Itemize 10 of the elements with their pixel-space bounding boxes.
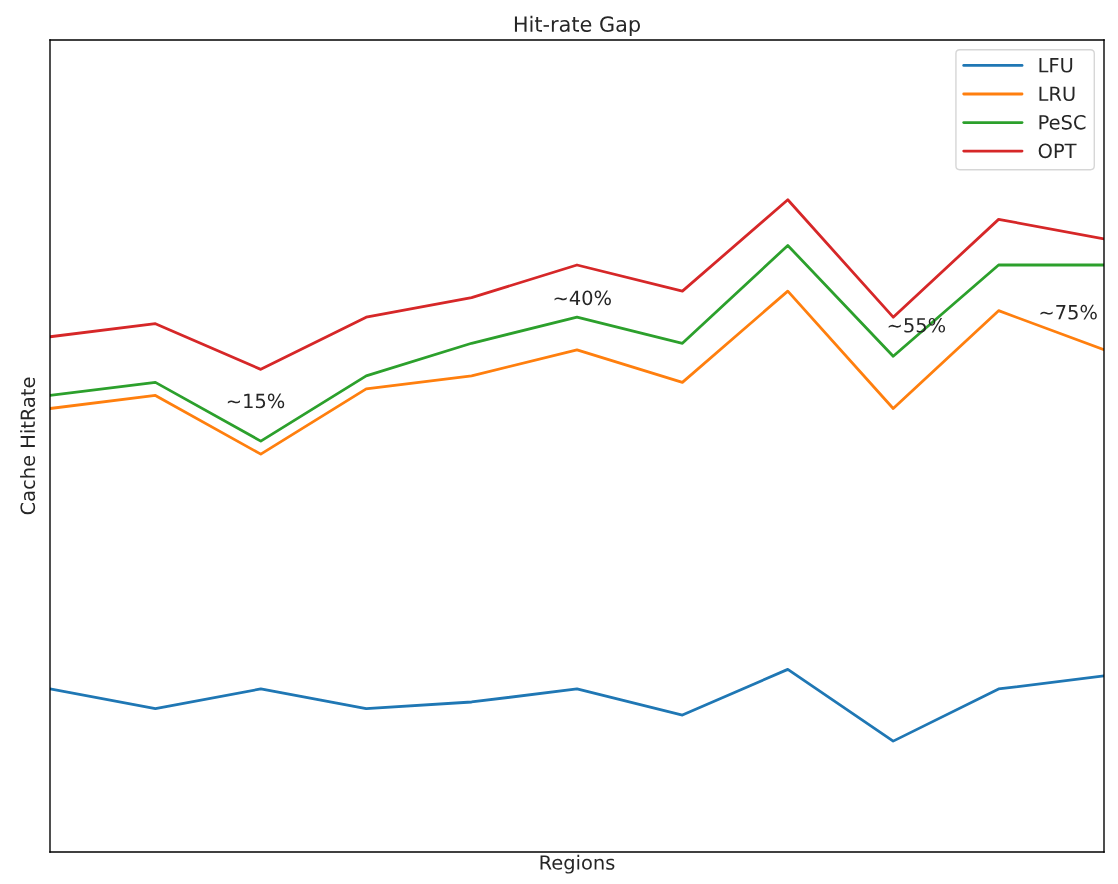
legend-label: PeSC — [1039, 114, 1086, 130]
annotation: ~15% — [227, 393, 285, 409]
annotation: ~75% — [1040, 304, 1097, 320]
legend-label: LFU — [1039, 58, 1073, 73]
chart-title: Hit-rate Gap — [514, 15, 640, 36]
y-axis-title: Cache HitRate — [20, 377, 36, 515]
x-axis-title: Regions — [540, 854, 615, 874]
annotation: ~40% — [554, 290, 611, 306]
legend-label: LRU — [1039, 86, 1075, 102]
legend-label: OPT — [1038, 143, 1077, 159]
